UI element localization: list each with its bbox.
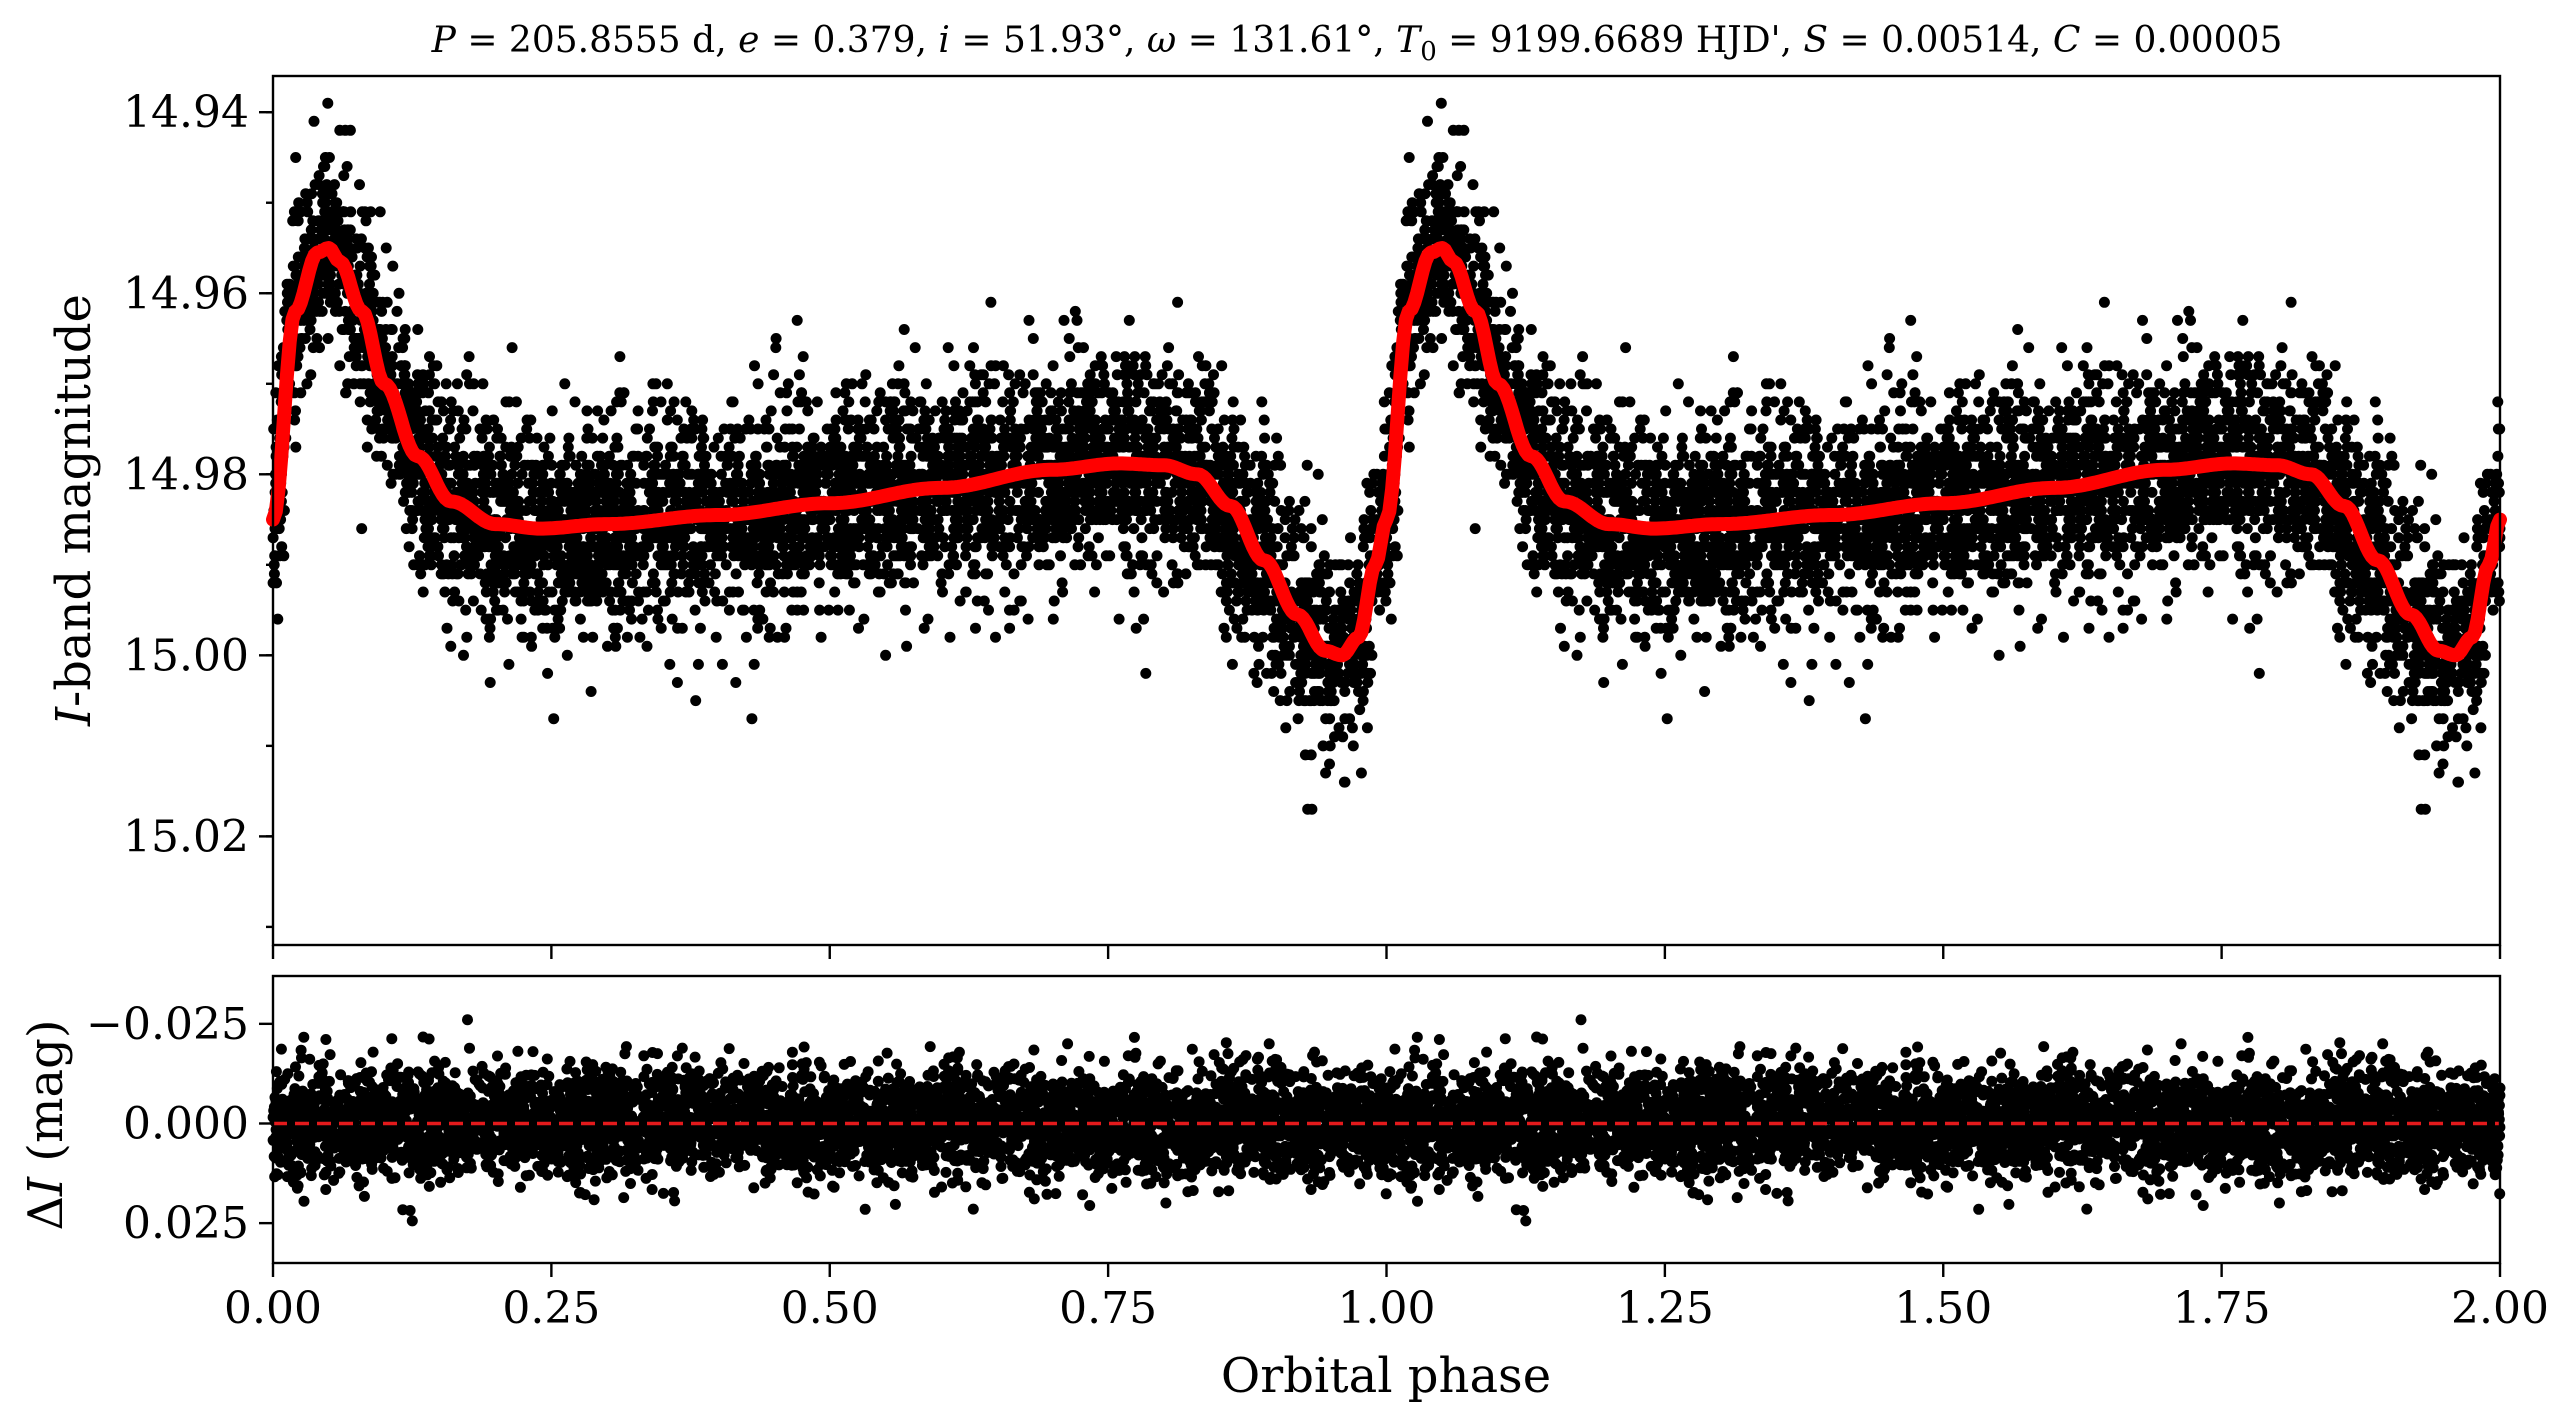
title-part: e — [738, 20, 759, 61]
top-panel: 14.94 14.96 14.98 15.00 15.02 I-band magnitu… — [46, 74, 2507, 959]
top-y-axis-label: I-band magnitude — [46, 294, 102, 727]
top-y-tick-label: 15.02 — [123, 811, 249, 862]
top-y-axis-label-rest: -band magnitude — [46, 294, 102, 707]
top-axis-ticks: 14.94 14.96 14.98 15.00 15.02 — [123, 87, 2502, 959]
title-part: = 0.00514, — [1828, 20, 2053, 61]
x-axis-label: Orbital phase — [1221, 1348, 1551, 1404]
bottom-y-tick-label: 0.000 — [123, 1098, 249, 1149]
bottom-y-axis-label: ΔI (mag) — [18, 1019, 74, 1230]
top-scatter-points — [267, 97, 2506, 815]
title-part: S — [1803, 20, 1828, 61]
title-part: 0 — [1420, 37, 1437, 67]
bottom-y-tick-label: 0.025 — [123, 1198, 249, 1249]
bottom-x-tick-label: 1.75 — [2173, 1283, 2271, 1334]
title-part: ω — [1147, 20, 1176, 61]
title-part: = 0.00005 — [2080, 20, 2282, 61]
top-y-tick-label: 14.98 — [123, 449, 249, 500]
bottom-x-tick-label: 1.25 — [1616, 1283, 1714, 1334]
title-part: = 131.61°, — [1176, 20, 1396, 61]
top-model-curve — [266, 241, 2507, 663]
bottom-x-tick-label: 2.00 — [2451, 1283, 2549, 1334]
title-part: = 51.93°, — [950, 20, 1147, 61]
top-y-tick-label: 15.00 — [123, 630, 249, 681]
title-part: T — [1396, 20, 1423, 61]
top-y-tick-label: 14.96 — [123, 268, 249, 319]
residual-data-points — [267, 1014, 2506, 1227]
bottom-x-tick-label: 0.50 — [781, 1283, 879, 1334]
title-part: = 9199.6689 HJD', — [1437, 20, 1804, 61]
title-part: C — [2053, 20, 2081, 61]
title-part: = 205.8555 d, — [456, 20, 738, 61]
bottom-x-tick-label: 0.25 — [502, 1283, 600, 1334]
bottom-y-axis-label-italic: I — [18, 1176, 74, 1197]
bottom-x-tick-label: 1.50 — [1894, 1283, 1992, 1334]
bottom-panel: −0.025 0.000 0.025 0.00 0.25 0.50 0.75 1.00 1.25… — [18, 974, 2549, 1404]
bottom-y-axis-label-rest: (mag) — [18, 1019, 74, 1177]
title-part: = 0.379, — [759, 20, 938, 61]
title-part: P — [431, 20, 457, 61]
bottom-y-tick-label: −0.025 — [86, 999, 249, 1050]
bottom-x-tick-label: 0.00 — [224, 1283, 322, 1334]
top-data-points — [267, 97, 2506, 815]
top-y-axis-label-italic: I — [46, 706, 102, 727]
title-part: i — [938, 20, 950, 61]
model-line — [266, 241, 2507, 663]
chart-title: P = 205.8555 d, e = 0.379, i = 51.93°, ω… — [431, 20, 2283, 67]
top-y-tick-label: 14.94 — [123, 87, 249, 138]
bottom-x-tick-label: 0.75 — [1059, 1283, 1157, 1334]
bottom-x-tick-label: 1.00 — [1338, 1283, 1436, 1334]
bottom-axis-ticks: −0.025 0.000 0.025 0.00 0.25 0.50 0.75 1.00 1.25… — [86, 999, 2549, 1334]
residual-scatter-points — [267, 1014, 2506, 1227]
bottom-y-axis-label-delta: Δ — [18, 1196, 74, 1231]
